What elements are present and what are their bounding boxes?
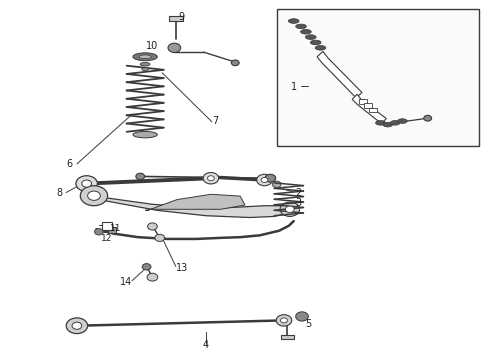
Polygon shape (352, 94, 386, 123)
Text: 2: 2 (295, 188, 302, 198)
Bar (281, 335, 294, 339)
Text: 6: 6 (67, 159, 73, 169)
Bar (360, 99, 368, 104)
Ellipse shape (310, 40, 321, 45)
Text: 9: 9 (178, 13, 185, 22)
Ellipse shape (139, 55, 151, 59)
Circle shape (272, 181, 281, 188)
Ellipse shape (383, 122, 392, 127)
Circle shape (136, 173, 145, 180)
Text: 3: 3 (295, 198, 302, 208)
Text: 8: 8 (57, 188, 63, 198)
Ellipse shape (397, 119, 407, 123)
Ellipse shape (133, 53, 157, 61)
Text: 14: 14 (120, 277, 132, 287)
Circle shape (265, 174, 276, 182)
Circle shape (286, 206, 294, 212)
Circle shape (261, 177, 268, 183)
Bar (369, 108, 377, 112)
Bar (365, 103, 372, 108)
Ellipse shape (142, 68, 148, 71)
Circle shape (80, 186, 108, 206)
Circle shape (66, 318, 88, 334)
Ellipse shape (133, 131, 157, 138)
Polygon shape (317, 51, 362, 98)
Circle shape (155, 234, 165, 242)
Text: 12: 12 (100, 234, 112, 243)
Circle shape (142, 264, 151, 270)
Circle shape (72, 322, 82, 329)
Text: 1: 1 (291, 82, 297, 92)
Circle shape (257, 174, 272, 186)
Ellipse shape (315, 45, 326, 50)
Circle shape (147, 273, 158, 281)
Bar (170, 16, 183, 21)
Text: 11: 11 (110, 224, 122, 233)
Polygon shape (92, 193, 289, 217)
Circle shape (82, 180, 92, 187)
Circle shape (280, 202, 299, 216)
Ellipse shape (300, 30, 311, 34)
Ellipse shape (375, 121, 385, 125)
Bar (277, 9, 479, 146)
Text: 10: 10 (147, 41, 159, 51)
Circle shape (203, 172, 219, 184)
Circle shape (95, 229, 103, 235)
Ellipse shape (390, 121, 400, 125)
Circle shape (207, 176, 214, 181)
Text: 5: 5 (305, 319, 312, 329)
Bar (102, 222, 113, 230)
Circle shape (276, 315, 292, 326)
Text: 4: 4 (203, 340, 209, 350)
Circle shape (424, 115, 432, 121)
Circle shape (76, 176, 98, 192)
Circle shape (147, 223, 157, 230)
Circle shape (295, 312, 308, 321)
Text: 7: 7 (213, 116, 219, 126)
Circle shape (168, 43, 181, 53)
Circle shape (281, 318, 288, 323)
Polygon shape (145, 194, 245, 210)
Ellipse shape (140, 63, 150, 66)
Ellipse shape (288, 19, 299, 23)
Ellipse shape (295, 24, 306, 29)
Ellipse shape (305, 35, 316, 40)
Bar (108, 227, 116, 233)
Text: 13: 13 (175, 262, 188, 273)
Circle shape (231, 60, 239, 66)
Circle shape (88, 191, 100, 201)
